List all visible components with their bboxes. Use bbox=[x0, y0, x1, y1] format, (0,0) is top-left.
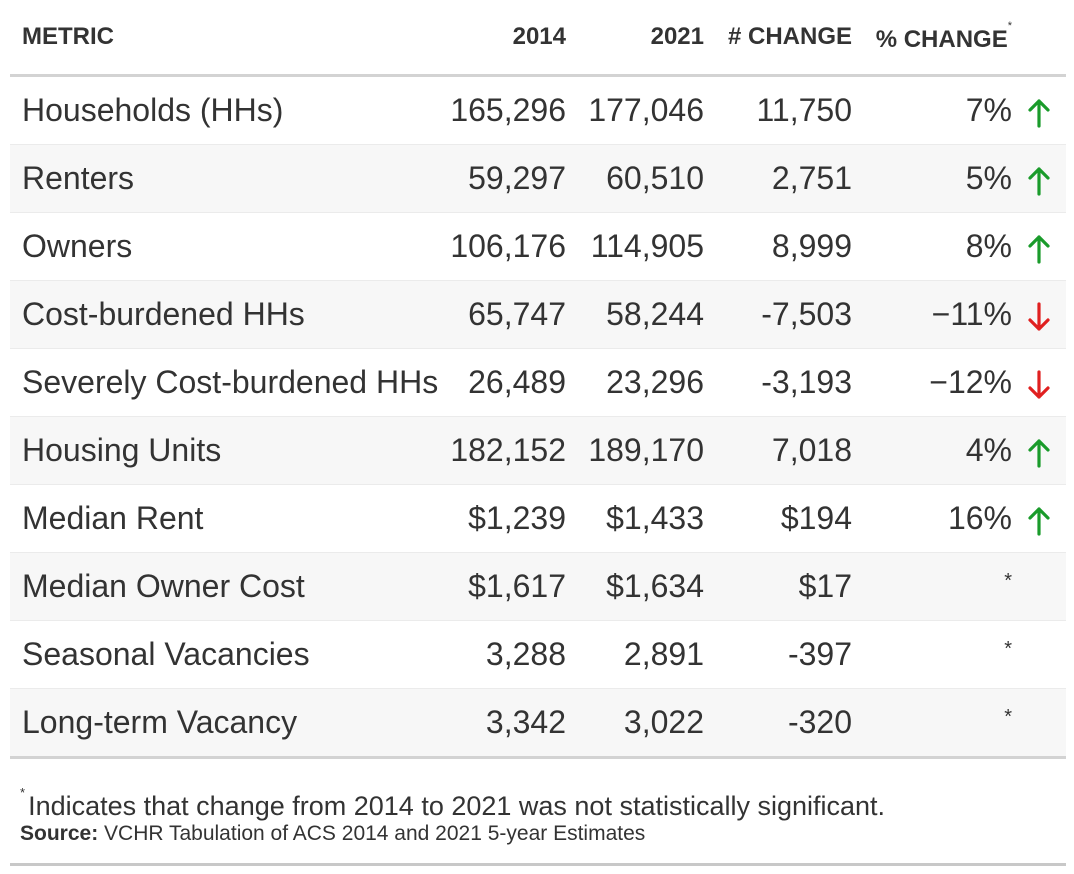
metric-cell: Severely Cost-burdened HHs bbox=[10, 348, 438, 417]
percent-change-cell: −12% bbox=[852, 348, 1012, 417]
not-significant-mark: * bbox=[1004, 638, 1012, 660]
table-row: Median Owner Cost $1,617 $1,634 $17 * bbox=[10, 552, 1066, 621]
metric-cell: Long-term Vacancy bbox=[10, 688, 438, 759]
not-significant-mark: * bbox=[1004, 570, 1012, 592]
value-2021-cell: $1,433 bbox=[566, 484, 704, 553]
metric-cell: Seasonal Vacancies bbox=[10, 620, 438, 689]
table-body: Households (HHs) 165,296 177,046 11,750 7% Re… bbox=[10, 75, 1066, 759]
arrow-up-icon bbox=[1027, 503, 1051, 536]
value-2021-cell: 60,510 bbox=[566, 144, 704, 213]
number-change-cell: 11,750 bbox=[704, 75, 852, 145]
arrow-down-icon bbox=[1027, 367, 1051, 400]
value-2014-cell: 3,288 bbox=[438, 620, 566, 689]
column-header-asterisk: * bbox=[1007, 20, 1012, 32]
arrow-up-icon bbox=[1027, 435, 1051, 468]
table-row: Owners 106,176 114,905 8,999 8% bbox=[10, 212, 1066, 281]
source-text: VCHR Tabulation of ACS 2014 and 2021 5-y… bbox=[98, 822, 646, 845]
number-change-cell: -7,503 bbox=[704, 280, 852, 349]
column-header-percent-change-cell: % CHANGE* bbox=[852, 0, 1012, 77]
column-header-number-change: # CHANGE bbox=[704, 0, 852, 77]
number-change-cell: 2,751 bbox=[704, 144, 852, 213]
percent-change-cell: 8% bbox=[852, 212, 1012, 281]
value-2014-cell: 165,296 bbox=[438, 75, 566, 145]
value-2021-cell: 23,296 bbox=[566, 348, 704, 417]
source-label: Source: bbox=[20, 822, 99, 845]
column-header-2021: 2021 bbox=[566, 0, 704, 77]
value-2021-cell: 2,891 bbox=[566, 620, 704, 689]
trend-cell bbox=[1012, 552, 1066, 621]
trend-cell bbox=[1012, 688, 1066, 759]
value-2014-cell: 65,747 bbox=[438, 280, 566, 349]
trend-cell bbox=[1012, 416, 1066, 485]
value-2021-cell: $1,634 bbox=[566, 552, 704, 621]
value-2021-cell: 3,022 bbox=[566, 688, 704, 759]
table-footer: * Indicates that change from 2014 to 2021… bbox=[10, 759, 1066, 866]
trend-cell bbox=[1012, 620, 1066, 689]
value-2021-cell: 114,905 bbox=[566, 212, 704, 281]
number-change-cell: -320 bbox=[704, 688, 852, 759]
column-header-arrow bbox=[1012, 0, 1066, 77]
percent-change-cell: * bbox=[852, 688, 1012, 759]
percent-change-cell: 7% bbox=[852, 75, 1012, 145]
metric-cell: Cost-burdened HHs bbox=[10, 280, 438, 349]
trend-cell bbox=[1012, 348, 1066, 417]
footnote: * Indicates that change from 2014 to 2021… bbox=[20, 759, 1066, 821]
value-2014-cell: $1,239 bbox=[438, 484, 566, 553]
percent-change-cell: 5% bbox=[852, 144, 1012, 213]
table-row: Cost-burdened HHs 65,747 58,244 -7,503 −11% bbox=[10, 280, 1066, 349]
trend-cell bbox=[1012, 75, 1066, 145]
value-2014-cell: 3,342 bbox=[438, 688, 566, 759]
header-row: METRIC 2014 2021 # CHANGE % CHANGE* bbox=[10, 0, 1066, 77]
value-2021-cell: 189,170 bbox=[566, 416, 704, 485]
table-row: Seasonal Vacancies 3,288 2,891 -397 * bbox=[10, 620, 1066, 689]
table-row: Median Rent $1,239 $1,433 $194 16% bbox=[10, 484, 1066, 553]
trend-cell bbox=[1012, 212, 1066, 281]
value-2021-cell: 58,244 bbox=[566, 280, 704, 349]
column-header-2014: 2014 bbox=[438, 0, 566, 77]
number-change-cell: -397 bbox=[704, 620, 852, 689]
table-row: Long-term Vacancy 3,342 3,022 -320 * bbox=[10, 688, 1066, 759]
not-significant-mark: * bbox=[1004, 706, 1012, 728]
trend-cell bbox=[1012, 280, 1066, 349]
percent-change-cell: * bbox=[852, 552, 1012, 621]
table-row: Households (HHs) 165,296 177,046 11,750 7% bbox=[10, 75, 1066, 145]
value-2014-cell: 59,297 bbox=[438, 144, 566, 213]
value-2014-cell: 26,489 bbox=[438, 348, 566, 417]
trend-cell bbox=[1012, 144, 1066, 213]
column-header-metric: METRIC bbox=[10, 0, 438, 77]
arrow-up-icon bbox=[1027, 95, 1051, 128]
housing-metrics-table-container: METRIC 2014 2021 # CHANGE % CHANGE* Hous… bbox=[10, 0, 1066, 866]
percent-change-cell: * bbox=[852, 620, 1012, 689]
value-2014-cell: $1,617 bbox=[438, 552, 566, 621]
number-change-cell: 7,018 bbox=[704, 416, 852, 485]
metric-cell: Median Rent bbox=[10, 484, 438, 553]
housing-metrics-table: METRIC 2014 2021 # CHANGE % CHANGE* Hous… bbox=[10, 0, 1066, 759]
footnote-mark: * bbox=[20, 785, 26, 800]
value-2014-cell: 182,152 bbox=[438, 416, 566, 485]
percent-change-cell: −11% bbox=[852, 280, 1012, 349]
value-2021-cell: 177,046 bbox=[566, 75, 704, 145]
metric-cell: Renters bbox=[10, 144, 438, 213]
arrow-down-icon bbox=[1027, 299, 1051, 332]
percent-change-cell: 4% bbox=[852, 416, 1012, 485]
trend-cell bbox=[1012, 484, 1066, 553]
metric-cell: Median Owner Cost bbox=[10, 552, 438, 621]
metric-cell: Households (HHs) bbox=[10, 75, 438, 145]
number-change-cell: -3,193 bbox=[704, 348, 852, 417]
number-change-cell: 8,999 bbox=[704, 212, 852, 281]
percent-change-cell: 16% bbox=[852, 484, 1012, 553]
table-row: Housing Units 182,152 189,170 7,018 4% bbox=[10, 416, 1066, 485]
source-note: Source: VCHR Tabulation of ACS 2014 and … bbox=[20, 813, 1066, 863]
number-change-cell: $17 bbox=[704, 552, 852, 621]
metric-cell: Owners bbox=[10, 212, 438, 281]
column-header-percent-change: % CHANGE bbox=[875, 26, 1008, 53]
table-row: Renters 59,297 60,510 2,751 5% bbox=[10, 144, 1066, 213]
footnote-text: Indicates that change from 2014 to 2021 … bbox=[28, 791, 886, 821]
value-2014-cell: 106,176 bbox=[438, 212, 566, 281]
number-change-cell: $194 bbox=[704, 484, 852, 553]
table-row: Severely Cost-burdened HHs 26,489 23,296 -3… bbox=[10, 348, 1066, 417]
arrow-up-icon bbox=[1027, 231, 1051, 264]
arrow-up-icon bbox=[1027, 163, 1051, 196]
metric-cell: Housing Units bbox=[10, 416, 438, 485]
